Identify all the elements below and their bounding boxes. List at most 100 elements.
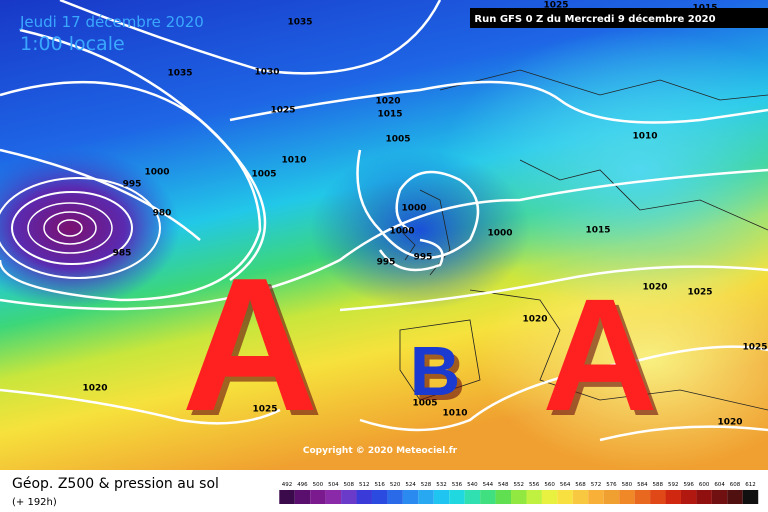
scale-label: 600 — [699, 482, 710, 488]
isobar-labels: 1035 1035 1030 1025 1020 1015 1005 1010 1005 1000… — [82, 1, 767, 428]
isobar-label: 1015 — [585, 226, 610, 236]
scale-swatch — [526, 490, 542, 504]
legend-title: Géop. Z500 & pression au sol — [12, 476, 219, 492]
scale-label: 576 — [606, 482, 617, 488]
isobar-label: 1030 — [254, 68, 279, 78]
system-shadow: A — [186, 244, 323, 456]
scale-swatch — [294, 490, 311, 504]
scale-label: 540 — [467, 482, 478, 488]
isobar-label: 1005 — [385, 135, 410, 145]
scale-swatch — [418, 490, 434, 504]
scale-label: 572 — [591, 482, 602, 488]
scale-label: 496 — [297, 482, 308, 488]
scale-label: 552 — [514, 482, 525, 488]
scale-label: 556 — [529, 482, 540, 488]
isobar-label: 1000 — [401, 204, 426, 214]
isobar-label: 1035 — [167, 69, 192, 79]
isobar-label: 1035 — [287, 18, 312, 28]
scale-swatch — [279, 490, 295, 504]
scale-swatch — [541, 490, 558, 504]
scale-swatch — [572, 490, 589, 504]
scale-swatch — [634, 490, 651, 504]
scale-swatch — [650, 490, 666, 504]
pressure-systems: AA BB AA — [181, 239, 662, 456]
scale-swatch — [371, 490, 388, 504]
forecast-time: 1:00 locale — [20, 33, 125, 55]
color-scale: 492 496 500 504 508 512 516 520 524 528 532 536 540 5… — [279, 482, 759, 504]
system-letter: A — [542, 265, 658, 444]
map — [0, 0, 768, 470]
system-letter: B — [410, 332, 461, 410]
run-info: Run GFS 0 Z du Mercredi 9 décembre 2020 — [474, 13, 715, 25]
scale-label: 524 — [405, 482, 416, 488]
scale-label: 532 — [436, 482, 447, 488]
isobar-label: 1020 — [642, 283, 667, 293]
scale-swatch — [402, 490, 419, 504]
scale-swatch — [325, 490, 342, 504]
isobar-label: 1000 — [487, 229, 512, 239]
scale-swatch — [557, 490, 573, 504]
scale-label: 588 — [653, 482, 664, 488]
scale-label: 584 — [637, 482, 648, 488]
scale-swatch — [665, 490, 681, 504]
copyright: Copyright © 2020 Meteociel.fr — [303, 446, 458, 456]
isobar-label: 1025 — [270, 106, 295, 116]
isobar-label: 1000 — [144, 168, 169, 178]
isobar-label: 1025 — [687, 288, 712, 298]
isobar-label: 1010 — [632, 132, 657, 142]
scale-swatch — [387, 490, 403, 504]
scale-swatch — [619, 490, 635, 504]
scale-swatch — [310, 490, 326, 504]
scale-swatch — [356, 490, 372, 504]
isobar-label: 995 — [123, 180, 142, 190]
scale-label: 520 — [390, 482, 401, 488]
scale-swatch — [495, 490, 512, 504]
isobar-label: 995 — [377, 258, 396, 268]
isobar-label: 1020 — [522, 315, 547, 325]
isobar-label: 1020 — [717, 418, 742, 428]
isobar-label: 995 — [414, 253, 433, 263]
scale-label: 612 — [745, 482, 756, 488]
scale-swatch — [727, 490, 743, 504]
scale-swatch — [449, 490, 465, 504]
scale-label: 536 — [452, 482, 463, 488]
isobar-label: 1020 — [82, 384, 107, 394]
scale-label: 592 — [668, 482, 679, 488]
scale-label: 508 — [344, 482, 355, 488]
scale-label: 568 — [575, 482, 586, 488]
scale-label: 504 — [328, 482, 339, 488]
scale-label: 544 — [483, 482, 494, 488]
isobar-label: 985 — [113, 249, 132, 259]
system-letter: A — [181, 239, 318, 451]
system-shadow: A — [547, 270, 663, 449]
isobar-label: 1025 — [252, 405, 277, 415]
legend-subtitle: (+ 192h) — [12, 497, 57, 508]
scale-label: 500 — [313, 482, 324, 488]
scale-label: 560 — [544, 482, 555, 488]
scale-label: 596 — [683, 482, 694, 488]
forecast-date: Jeudi 17 décembre 2020 — [19, 13, 204, 31]
scale-swatch — [341, 490, 357, 504]
scale-swatch — [464, 490, 481, 504]
scale-swatch — [711, 490, 728, 504]
scale-swatch — [742, 490, 759, 504]
scale-swatch — [680, 490, 697, 504]
system-shadow: B — [415, 337, 466, 415]
isobar-label: 1005 — [412, 399, 437, 409]
scale-label: 512 — [359, 482, 370, 488]
isobar-label: 1010 — [281, 156, 306, 166]
scale-swatch — [511, 490, 527, 504]
isobar-label: 1025 — [742, 343, 767, 353]
scale-swatch — [433, 490, 450, 504]
isobar-label: 1005 — [251, 170, 276, 180]
scale-swatch — [696, 490, 712, 504]
run-box — [470, 8, 768, 28]
scale-swatch — [588, 490, 604, 504]
isobar-label: 980 — [153, 209, 172, 219]
scale-label: 608 — [730, 482, 741, 488]
scale-label: 604 — [714, 482, 725, 488]
isobar-label: 1010 — [442, 409, 467, 419]
scale-label: 492 — [282, 482, 293, 488]
isobar-label: 1025 — [543, 1, 568, 11]
